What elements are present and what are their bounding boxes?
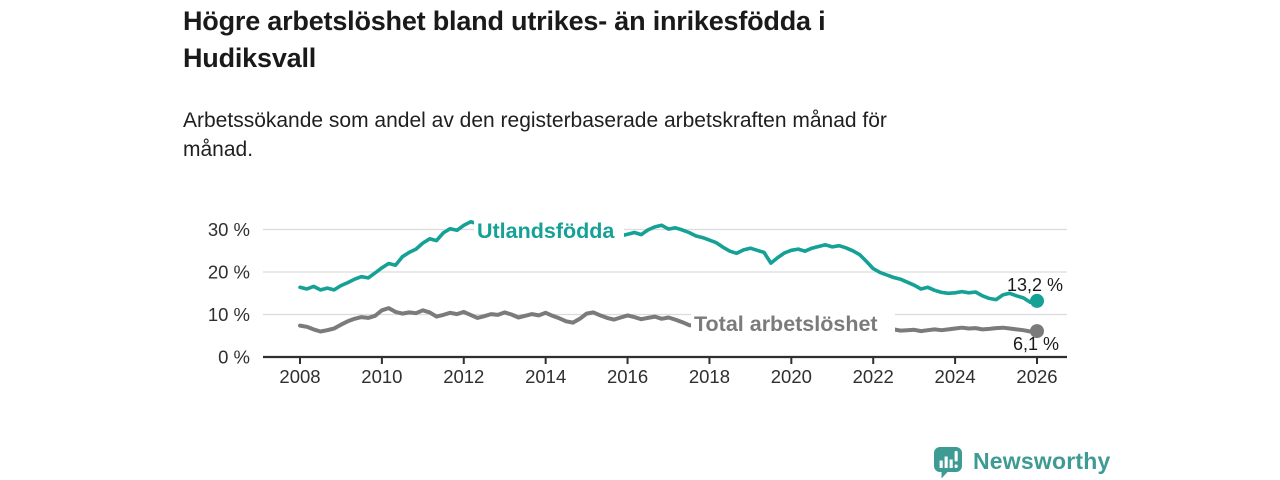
x-tick-label: 2026 [1016,366,1057,387]
series-label-halo [474,213,624,246]
bar-chart-speech-bubble-icon [934,447,962,478]
x-tick-label: 2018 [689,366,730,387]
x-axis-ticks [299,357,1038,364]
series-line-utlandsfodda [298,219,1039,305]
brand-name: Newsworthy [973,447,1111,474]
y-axis-tick-labels: 0 % 10 % 20 % 30 % [208,219,250,368]
series-label-total-text: Total arbetslöshet [694,312,878,336]
brand-footer: Newsworthy [931,444,1110,478]
gridlines [263,228,1067,316]
x-tick-label: 2016 [607,366,648,387]
page-title-line-1: Högre arbetslöshet bland utrikes- än inr… [183,6,826,36]
series-label-utlandsfodda: Utlandsfödda [474,213,624,246]
x-tick-label: 2012 [443,366,484,387]
endpoint-dot-total [1030,324,1044,339]
y-tick-label: 20 % [208,262,250,283]
endpoint-value-utlandsfodda: 13,2 % [1007,275,1063,295]
y-tick-label: 0 % [218,347,250,368]
series-line-total-arbetsloshet [298,306,1039,334]
page-subtitle-line-1: Arbetssökande som andel av den registerb… [183,109,887,132]
series-label-halo [691,309,895,338]
y-tick-label: 10 % [208,304,250,325]
x-axis-tick-labels: 2008 2010 2012 2014 2016 2018 2020 2022 2024 2026 [279,366,1057,387]
x-tick-label: 2008 [279,366,320,387]
page-title: Högre arbetslöshet bland utrikes- än inr… [183,3,1193,77]
x-tick-label: 2014 [525,366,566,387]
x-tick-label: 2020 [771,366,812,387]
page-title-line-2: Hudiksvall [183,43,317,73]
series-label-total-arbetsloshet: Total arbetslöshet [691,309,895,338]
endpoint-dot-utlandsfodda [1030,293,1044,308]
x-tick-label: 2010 [361,366,402,387]
x-tick-label: 2024 [935,366,976,387]
series-label-utlandsfodda-text: Utlandsfödda [477,219,615,243]
endpoint-value-total: 6,1 % [1013,334,1059,354]
x-tick-label: 2022 [853,366,894,387]
page-subtitle: Arbetssökande som andel av den registerb… [183,106,1083,164]
page-subtitle-line-2: månad. [183,138,254,161]
y-tick-label: 30 % [208,219,250,240]
